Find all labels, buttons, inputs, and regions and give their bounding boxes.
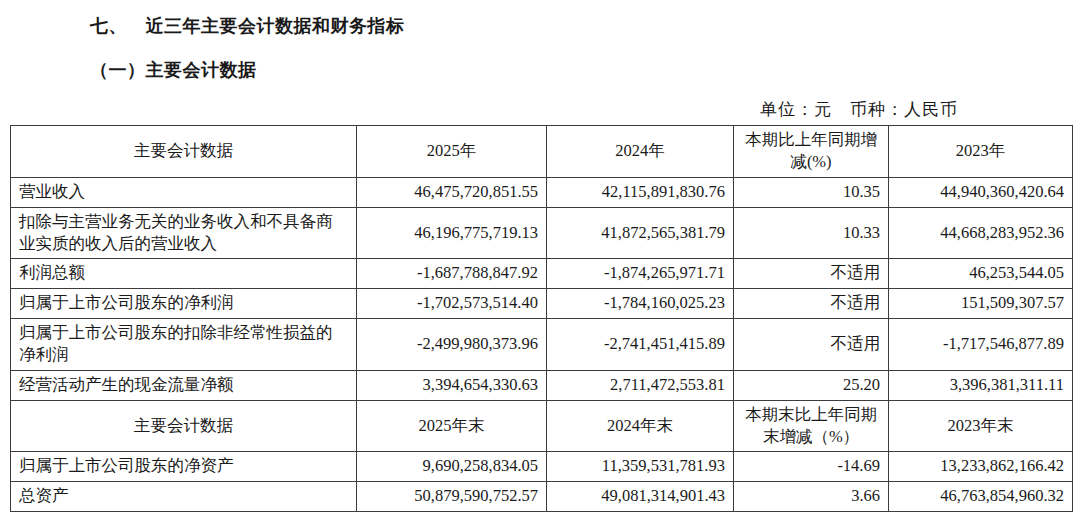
header-cell: 2023年末 bbox=[889, 400, 1073, 452]
accounting-data-table: 主要会计数据2025年2024年本期比上年同期增减(%)2023年营业收入46,… bbox=[10, 125, 1073, 512]
table-row: 归属于上市公司股东的净利润-1,702,573,514.40-1,784,160… bbox=[11, 289, 1073, 319]
table-row: 经营活动产生的现金流量净额3,394,654,330.632,711,472,5… bbox=[11, 370, 1073, 400]
value-cell: 不适用 bbox=[734, 259, 889, 289]
value-cell: 10.33 bbox=[734, 207, 889, 259]
value-cell: 42,115,891,830.76 bbox=[547, 177, 734, 207]
value-cell: 13,233,862,166.42 bbox=[889, 452, 1073, 482]
value-cell: -2,741,451,415.89 bbox=[547, 319, 734, 371]
table-row: 归属于上市公司股东的净资产9,690,258,834.0511,359,531,… bbox=[11, 452, 1073, 482]
value-cell: 不适用 bbox=[734, 319, 889, 371]
value-cell: 46,196,775,719.13 bbox=[357, 207, 547, 259]
value-cell: -2,499,980,373.96 bbox=[357, 319, 547, 371]
value-cell: -1,687,788,847.92 bbox=[357, 259, 547, 289]
header-cell: 本期比上年同期增减(%) bbox=[734, 126, 889, 178]
subsection-title: （一）主要会计数据 bbox=[90, 58, 1080, 82]
row-label-cell: 归属于上市公司股东的净资产 bbox=[11, 452, 357, 482]
header-cell: 主要会计数据 bbox=[11, 400, 357, 452]
value-cell: 2,711,472,553.81 bbox=[547, 370, 734, 400]
value-cell: 3.66 bbox=[734, 482, 889, 512]
value-cell: 46,253,544.05 bbox=[889, 259, 1073, 289]
row-label-cell: 营业收入 bbox=[11, 177, 357, 207]
row-label-cell: 利润总额 bbox=[11, 259, 357, 289]
value-cell: 9,690,258,834.05 bbox=[357, 452, 547, 482]
section-title: 七、 近三年主要会计数据和财务指标 bbox=[90, 14, 1080, 38]
row-label-cell: 扣除与主营业务无关的业务收入和不具备商业实质的收入后的营业收入 bbox=[11, 207, 357, 259]
row-label-cell: 总资产 bbox=[11, 482, 357, 512]
value-cell: 3,396,381,311.11 bbox=[889, 370, 1073, 400]
value-cell: 46,475,720,851.55 bbox=[357, 177, 547, 207]
value-cell: -1,702,573,514.40 bbox=[357, 289, 547, 319]
value-cell: 3,394,654,330.63 bbox=[357, 370, 547, 400]
value-cell: 44,940,360,420.64 bbox=[889, 177, 1073, 207]
header-cell: 主要会计数据 bbox=[11, 126, 357, 178]
header-cell: 2025年 bbox=[357, 126, 547, 178]
value-cell: 41,872,565,381.79 bbox=[547, 207, 734, 259]
table-row: 扣除与主营业务无关的业务收入和不具备商业实质的收入后的营业收入46,196,77… bbox=[11, 207, 1073, 259]
value-cell: 151,509,307.57 bbox=[889, 289, 1073, 319]
row-label-cell: 经营活动产生的现金流量净额 bbox=[11, 370, 357, 400]
value-cell: 44,668,283,952.36 bbox=[889, 207, 1073, 259]
header-cell: 2024年末 bbox=[547, 400, 734, 452]
value-cell: 11,359,531,781.93 bbox=[547, 452, 734, 482]
table-row: 利润总额-1,687,788,847.92-1,874,265,971.71不适… bbox=[11, 259, 1073, 289]
table-header-row: 主要会计数据2025年末2024年末本期末比上年同期末增减（%）2023年末 bbox=[11, 400, 1073, 452]
value-cell: 49,081,314,901.43 bbox=[547, 482, 734, 512]
value-cell: 10.35 bbox=[734, 177, 889, 207]
value-cell: -1,717,546,877.89 bbox=[889, 319, 1073, 371]
value-cell: 不适用 bbox=[734, 289, 889, 319]
report-page: 七、 近三年主要会计数据和财务指标 （一）主要会计数据 单位：元 币种：人民币 … bbox=[0, 0, 1080, 513]
header-cell: 2023年 bbox=[889, 126, 1073, 178]
value-cell: 46,763,854,960.32 bbox=[889, 482, 1073, 512]
value-cell: -1,874,265,971.71 bbox=[547, 259, 734, 289]
header-cell: 本期末比上年同期末增减（%） bbox=[734, 400, 889, 452]
header-cell: 2024年 bbox=[547, 126, 734, 178]
table-row: 总资产50,879,590,752.5749,081,314,901.433.6… bbox=[11, 482, 1073, 512]
row-label-cell: 归属于上市公司股东的净利润 bbox=[11, 289, 357, 319]
table-body: 主要会计数据2025年2024年本期比上年同期增减(%)2023年营业收入46,… bbox=[11, 126, 1073, 512]
row-label-cell: 归属于上市公司股东的扣除非经常性损益的净利润 bbox=[11, 319, 357, 371]
table-row: 营业收入46,475,720,851.5542,115,891,830.7610… bbox=[11, 177, 1073, 207]
value-cell: 25.20 bbox=[734, 370, 889, 400]
header-cell: 2025年末 bbox=[357, 400, 547, 452]
value-cell: -14.69 bbox=[734, 452, 889, 482]
value-cell: 50,879,590,752.57 bbox=[357, 482, 547, 512]
value-cell: -1,784,160,025.23 bbox=[547, 289, 734, 319]
table-header-row: 主要会计数据2025年2024年本期比上年同期增减(%)2023年 bbox=[11, 126, 1073, 178]
unit-currency-note: 单位：元 币种：人民币 bbox=[0, 98, 1080, 121]
table-row: 归属于上市公司股东的扣除非经常性损益的净利润-2,499,980,373.96-… bbox=[11, 319, 1073, 371]
